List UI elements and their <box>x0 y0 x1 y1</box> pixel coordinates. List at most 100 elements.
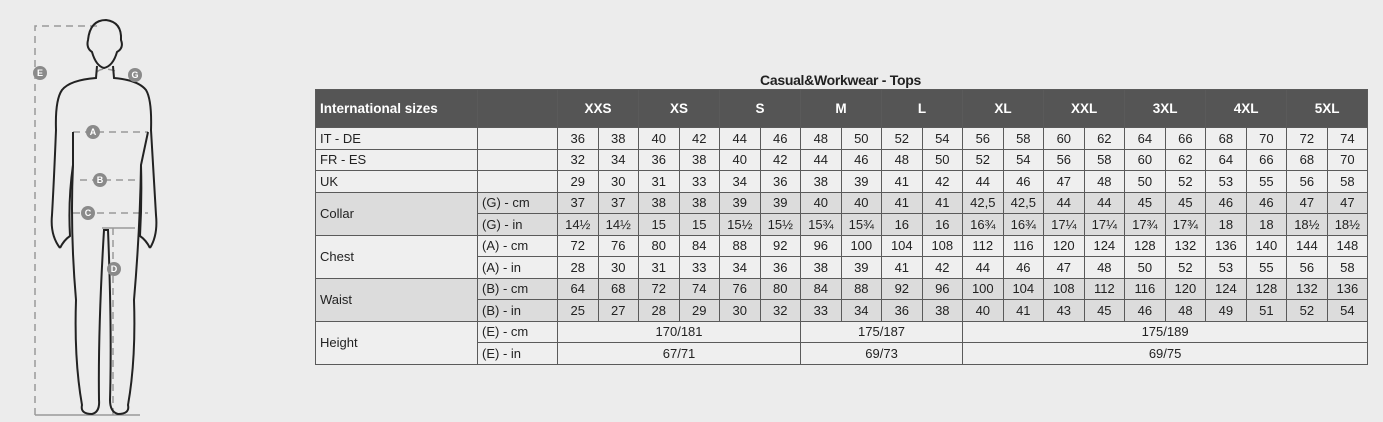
size-value: 70 <box>1245 127 1288 150</box>
size-value: 45 <box>1083 299 1126 322</box>
size-value: 108 <box>921 234 964 257</box>
size-value: 15¾ <box>800 213 842 236</box>
header-size-xl: XL <box>962 89 1045 128</box>
size-value: 31 <box>638 170 680 193</box>
size-value: 58 <box>1326 170 1369 193</box>
height-value: 175/187 <box>800 320 964 343</box>
height-value: 170/181 <box>556 320 802 343</box>
size-value: 40 <box>719 148 761 171</box>
size-value: 36 <box>557 127 599 150</box>
size-value: 34 <box>719 170 761 193</box>
row-unit <box>477 170 558 193</box>
size-value: 92 <box>881 277 923 300</box>
size-value: 41 <box>881 256 923 279</box>
size-value: 64 <box>1205 148 1247 171</box>
size-value: 84 <box>678 234 721 257</box>
row-label: Collar <box>315 191 478 236</box>
table-row: (G) - in 14½ 14½ 15 15 15½ 15½ 15¾ 15¾ 16 16 16¾ 16¾… <box>316 213 1369 236</box>
size-value: 46 <box>1002 256 1045 279</box>
table-row: Height (E) - cm 170/181 175/187 175/189 <box>315 320 1369 365</box>
size-value: 41 <box>881 191 923 214</box>
size-value: 128 <box>1124 234 1166 257</box>
size-value: 42 <box>678 127 721 150</box>
size-value: 16¾ <box>1002 213 1045 236</box>
size-value: 30 <box>597 256 640 279</box>
row-label: UK <box>315 170 478 193</box>
table-row: (B) - in 25 27 28 29 30 32 33 34 36 38 40 41 43 45 46 48… <box>316 299 1369 322</box>
size-value: 40 <box>962 299 1004 322</box>
height-value: 67/71 <box>556 342 802 365</box>
size-value: 42,5 <box>1002 191 1045 214</box>
size-value: 48 <box>1164 299 1207 322</box>
size-value: 33 <box>800 299 842 322</box>
size-value: 44 <box>1083 191 1126 214</box>
size-value: 16 <box>921 213 964 236</box>
size-value: 44 <box>962 170 1004 193</box>
size-value: 52 <box>1164 256 1207 279</box>
size-value: 42,5 <box>962 191 1004 214</box>
table-row: UK 29 30 31 33 34 36 38 39 41 42 44 46 47 48 50 52 53 55 56… <box>315 170 1369 193</box>
size-value: 27 <box>597 299 640 322</box>
height-value: 69/75 <box>962 342 1369 365</box>
size-value: 48 <box>1083 256 1126 279</box>
size-value: 17¾ <box>1124 213 1166 236</box>
size-value: 128 <box>1245 277 1288 300</box>
size-value: 50 <box>1124 170 1166 193</box>
size-value: 120 <box>1164 277 1207 300</box>
size-value: 30 <box>597 170 640 193</box>
size-value: 54 <box>1326 299 1369 322</box>
size-value: 45 <box>1164 191 1207 214</box>
header-size-m: M <box>800 89 883 128</box>
size-value: 148 <box>1326 234 1369 257</box>
size-value: 80 <box>759 277 802 300</box>
size-value: 36 <box>638 148 680 171</box>
size-value: 132 <box>1286 277 1328 300</box>
size-value: 96 <box>800 234 842 257</box>
size-value: 80 <box>638 234 680 257</box>
size-value: 92 <box>759 234 802 257</box>
size-value: 60 <box>1124 148 1166 171</box>
size-value: 15½ <box>719 213 761 236</box>
size-value: 51 <box>1245 299 1288 322</box>
size-value: 47 <box>1043 256 1085 279</box>
size-value: 68 <box>1286 148 1328 171</box>
table-row: Chest (A) - cm 72 76 80 84 88 92 96 100 104 108 112 1… <box>315 234 1369 279</box>
size-value: 58 <box>1326 256 1369 279</box>
size-value: 100 <box>962 277 1004 300</box>
marker-c <box>81 206 95 220</box>
header-size-s: S <box>719 89 802 128</box>
size-value: 43 <box>1043 299 1085 322</box>
size-value: 29 <box>678 299 721 322</box>
row-unit <box>477 127 558 150</box>
row-unit: (E) - in <box>477 342 558 365</box>
size-value: 144 <box>1286 234 1328 257</box>
size-value: 46 <box>840 148 883 171</box>
header-size-l: L <box>881 89 964 128</box>
size-value: 55 <box>1245 256 1288 279</box>
size-value: 55 <box>1245 170 1288 193</box>
header-empty <box>477 89 558 128</box>
table-row: FR - ES 32 34 36 38 40 42 44 46 48 50 52 54 56 58 60 62 6… <box>315 148 1369 171</box>
size-value: 54 <box>921 127 964 150</box>
size-value: 33 <box>678 256 721 279</box>
size-value: 68 <box>1205 127 1247 150</box>
size-value: 38 <box>800 170 842 193</box>
header-size-5xl: 5XL <box>1286 89 1369 128</box>
size-value: 140 <box>1245 234 1288 257</box>
header-size-4xl: 4XL <box>1205 89 1288 128</box>
size-value: 52 <box>1286 299 1328 322</box>
size-value: 132 <box>1164 234 1207 257</box>
marker-label: B <box>97 175 104 185</box>
size-value: 32 <box>759 299 802 322</box>
size-value: 15 <box>678 213 721 236</box>
marker-label: C <box>85 208 92 218</box>
size-value: 39 <box>840 256 883 279</box>
size-value: 54 <box>1002 148 1045 171</box>
size-value: 36 <box>881 299 923 322</box>
size-value: 56 <box>1286 170 1328 193</box>
size-value: 66 <box>1245 148 1288 171</box>
body-outline <box>50 18 158 416</box>
size-value: 74 <box>1326 127 1369 150</box>
collar-line-g <box>96 68 119 73</box>
size-value: 44 <box>962 256 1004 279</box>
